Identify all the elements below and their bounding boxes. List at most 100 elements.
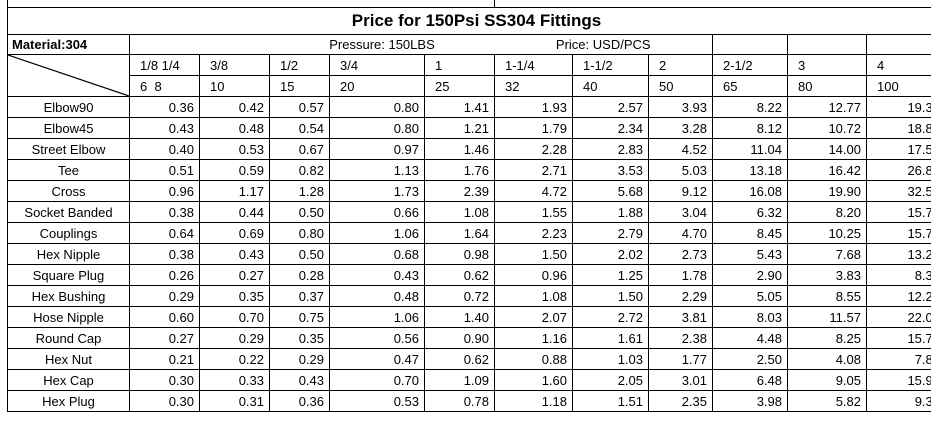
price-cell: 0.43 — [329, 264, 425, 286]
price-cell: 13.23 — [866, 243, 931, 265]
price-cell: 0.97 — [329, 138, 425, 160]
price-cell: 0.29 — [129, 285, 200, 307]
price-cell: 11.57 — [787, 306, 867, 328]
price-cell: 5.43 — [712, 243, 788, 265]
size-inch-cell: 3/8 — [199, 54, 270, 76]
price-cell: 0.69 — [199, 222, 270, 244]
price-cell: 2.07 — [494, 306, 573, 328]
price-cell: 4.52 — [648, 138, 713, 160]
price-cell: 16.42 — [787, 159, 867, 181]
price-cell: 0.80 — [329, 96, 425, 118]
price-cell: 0.90 — [424, 327, 495, 349]
price-cell: 0.59 — [199, 159, 270, 181]
diagonal-header-cell — [7, 54, 130, 97]
size-mm-cell: 65 — [712, 75, 788, 97]
price-cell: 7.80 — [866, 348, 931, 370]
price-cell: 8.25 — [787, 327, 867, 349]
header-blank-5 — [866, 34, 931, 55]
price-cell: 0.21 — [129, 348, 200, 370]
price-cell: 3.98 — [712, 390, 788, 412]
price-cell: 1.88 — [572, 201, 649, 223]
price-cell: 17.54 — [866, 138, 931, 160]
price-cell: 1.06 — [329, 222, 425, 244]
price-cell: 32.55 — [866, 180, 931, 202]
table-row: Tee 0.51 0.59 0.82 1.13 1.76 2.71 3.53 5.03 13.18… — [7, 159, 931, 181]
price-cell: 0.35 — [269, 327, 330, 349]
size-mm-cell: 20 — [329, 75, 425, 97]
price-cell: 1.78 — [648, 264, 713, 286]
price-cell: 1.17 — [199, 180, 270, 202]
price-cell: 2.39 — [424, 180, 495, 202]
size-inch-cell: 2 — [648, 54, 713, 76]
price-cell: 16.08 — [712, 180, 788, 202]
price-sheet: Price for 150Psi SS304 Fittings Material… — [7, 0, 931, 412]
price-cell: 1.77 — [648, 348, 713, 370]
fitting-name: Socket Banded — [7, 201, 130, 223]
price-cell: 4.48 — [712, 327, 788, 349]
price-cell: 1.41 — [424, 96, 495, 118]
price-cell: 0.35 — [199, 285, 270, 307]
price-cell: 0.29 — [199, 327, 270, 349]
price-cell: 12.77 — [787, 96, 867, 118]
price-cell: 2.73 — [648, 243, 713, 265]
price-cell: 15.79 — [866, 222, 931, 244]
price-cell: 2.57 — [572, 96, 649, 118]
price-cell: 3.93 — [648, 96, 713, 118]
price-cell: 0.56 — [329, 327, 425, 349]
price-cell: 6.48 — [712, 369, 788, 391]
price-cell: 0.67 — [269, 138, 330, 160]
price-cell: 1.64 — [424, 222, 495, 244]
price-cell: 2.83 — [572, 138, 649, 160]
price-cell: 26.84 — [866, 159, 931, 181]
fitting-name: Square Plug — [7, 264, 130, 286]
price-cell: 0.40 — [129, 138, 200, 160]
price-cell: 5.82 — [787, 390, 867, 412]
table-row: Elbow45 0.43 0.48 0.54 0.80 1.21 1.79 2.34 3.28 8… — [7, 117, 931, 139]
price-cell: 9.12 — [648, 180, 713, 202]
price-cell: 0.62 — [424, 348, 495, 370]
price-cell: 0.98 — [424, 243, 495, 265]
price-cell: 1.18 — [494, 390, 573, 412]
price-cell: 15.72 — [866, 201, 931, 223]
price-cell: 0.53 — [329, 390, 425, 412]
price-cell: 8.12 — [712, 117, 788, 139]
price-cell: 3.81 — [648, 306, 713, 328]
price-cell: 14.00 — [787, 138, 867, 160]
fitting-name: Street Elbow — [7, 138, 130, 160]
price-cell: 2.72 — [572, 306, 649, 328]
fitting-name: Hose Nipple — [7, 306, 130, 328]
top-border-row — [7, 0, 931, 8]
price-cell: 6.32 — [712, 201, 788, 223]
price-cell: 0.22 — [199, 348, 270, 370]
price-cell: 10.72 — [787, 117, 867, 139]
header-blank-3 — [712, 34, 788, 55]
table-row: Socket Banded 0.38 0.44 0.50 0.66 1.08 1.55 1.8… — [7, 201, 931, 223]
price-cell: 1.76 — [424, 159, 495, 181]
price-cell: 1.25 — [572, 264, 649, 286]
price-cell: 1.61 — [572, 327, 649, 349]
price-cell: 3.04 — [648, 201, 713, 223]
price-cell: 2.79 — [572, 222, 649, 244]
price-cell: 4.72 — [494, 180, 573, 202]
table-row: Square Plug 0.26 0.27 0.28 0.43 0.62 0.96 1.25 1… — [7, 264, 931, 286]
price-cell: 1.21 — [424, 117, 495, 139]
price-cell: 1.79 — [494, 117, 573, 139]
price-cell: 0.37 — [269, 285, 330, 307]
size-inch-cell: 1 — [424, 54, 495, 76]
size-inch-cell: 1/8 1/4 — [129, 54, 200, 76]
price-cell: 1.06 — [329, 306, 425, 328]
size-inch-cell: 1/2 — [269, 54, 330, 76]
table-row: Hex Plug 0.30 0.31 0.36 0.53 0.78 1.18 1.51 2.35… — [7, 390, 931, 412]
price-cell: 1.03 — [572, 348, 649, 370]
price-cell: 18.89 — [866, 117, 931, 139]
top-spacer-left — [7, 0, 495, 8]
size-mm-cell: 10 — [199, 75, 270, 97]
table-row: Hex Nipple 0.38 0.43 0.50 0.68 0.98 1.50 2.02 2.… — [7, 243, 931, 265]
header-row-labels: Material:304 Pressure: 150LBS Price: USD… — [7, 34, 931, 55]
header-blank-4 — [787, 34, 867, 55]
title-row: Price for 150Psi SS304 Fittings — [7, 7, 931, 35]
price-cell: 2.02 — [572, 243, 649, 265]
price-cell: 0.57 — [269, 96, 330, 118]
price-cell: 1.46 — [424, 138, 495, 160]
fitting-name: Hex Plug — [7, 390, 130, 412]
